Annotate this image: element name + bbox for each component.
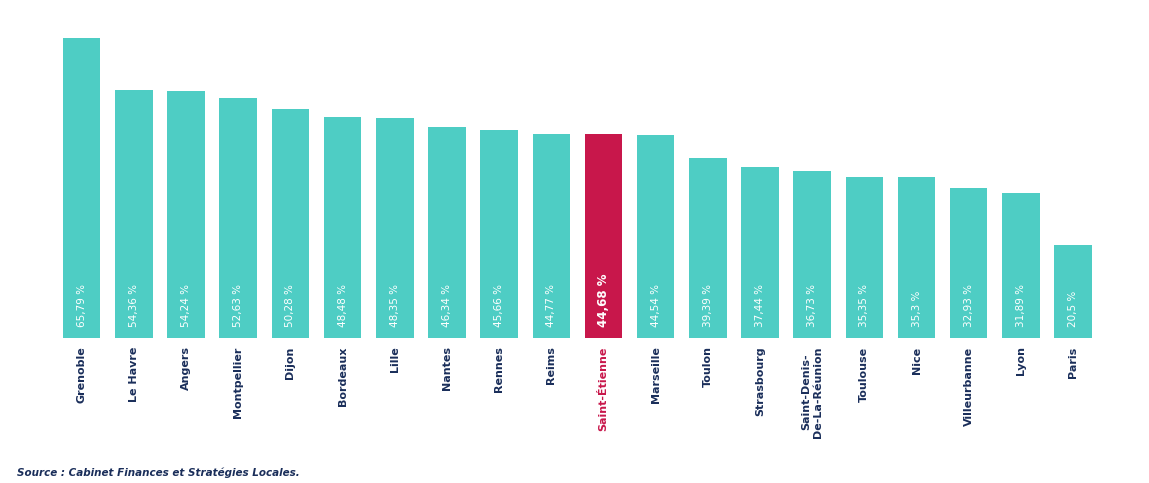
Bar bbox=[637, 135, 674, 338]
Bar bbox=[219, 98, 257, 338]
Text: 54,24 %: 54,24 % bbox=[182, 284, 191, 327]
Bar bbox=[1002, 193, 1040, 338]
Bar bbox=[429, 127, 465, 338]
Text: 44,68 %: 44,68 % bbox=[597, 273, 610, 327]
Text: 35,3 %: 35,3 % bbox=[911, 290, 921, 327]
Text: 54,36 %: 54,36 % bbox=[129, 284, 139, 327]
Bar bbox=[897, 177, 935, 338]
Bar bbox=[376, 117, 414, 338]
Bar bbox=[115, 90, 153, 338]
Text: 31,89 %: 31,89 % bbox=[1016, 284, 1026, 327]
Text: 39,39 %: 39,39 % bbox=[703, 284, 712, 327]
Bar bbox=[585, 134, 623, 338]
Text: 48,35 %: 48,35 % bbox=[390, 284, 400, 327]
Text: 44,77 %: 44,77 % bbox=[546, 284, 556, 327]
Text: 50,28 %: 50,28 % bbox=[285, 284, 295, 327]
Text: 65,79 %: 65,79 % bbox=[77, 284, 86, 327]
Bar bbox=[324, 117, 362, 338]
Bar bbox=[63, 38, 100, 338]
Bar bbox=[793, 170, 831, 338]
Text: 32,93 %: 32,93 % bbox=[964, 284, 973, 327]
Text: 52,63 %: 52,63 % bbox=[233, 284, 244, 327]
Bar bbox=[950, 188, 987, 338]
Text: 36,73 %: 36,73 % bbox=[807, 284, 817, 327]
Text: 48,48 %: 48,48 % bbox=[338, 284, 348, 327]
Bar bbox=[271, 109, 309, 338]
Bar bbox=[480, 130, 518, 338]
Text: Source : Cabinet Finances et Stratégies Locales.: Source : Cabinet Finances et Stratégies … bbox=[17, 468, 300, 478]
Text: 44,54 %: 44,54 % bbox=[650, 284, 661, 327]
Text: 46,34 %: 46,34 % bbox=[442, 284, 452, 327]
Bar bbox=[1055, 244, 1092, 338]
Bar bbox=[168, 91, 205, 338]
Bar bbox=[532, 134, 570, 338]
Text: 45,66 %: 45,66 % bbox=[494, 284, 504, 327]
Text: 35,35 %: 35,35 % bbox=[859, 284, 870, 327]
Bar bbox=[689, 158, 726, 338]
Bar bbox=[846, 177, 884, 338]
Text: 37,44 %: 37,44 % bbox=[755, 284, 765, 327]
Bar bbox=[741, 167, 779, 338]
Text: 20,5 %: 20,5 % bbox=[1069, 290, 1078, 327]
